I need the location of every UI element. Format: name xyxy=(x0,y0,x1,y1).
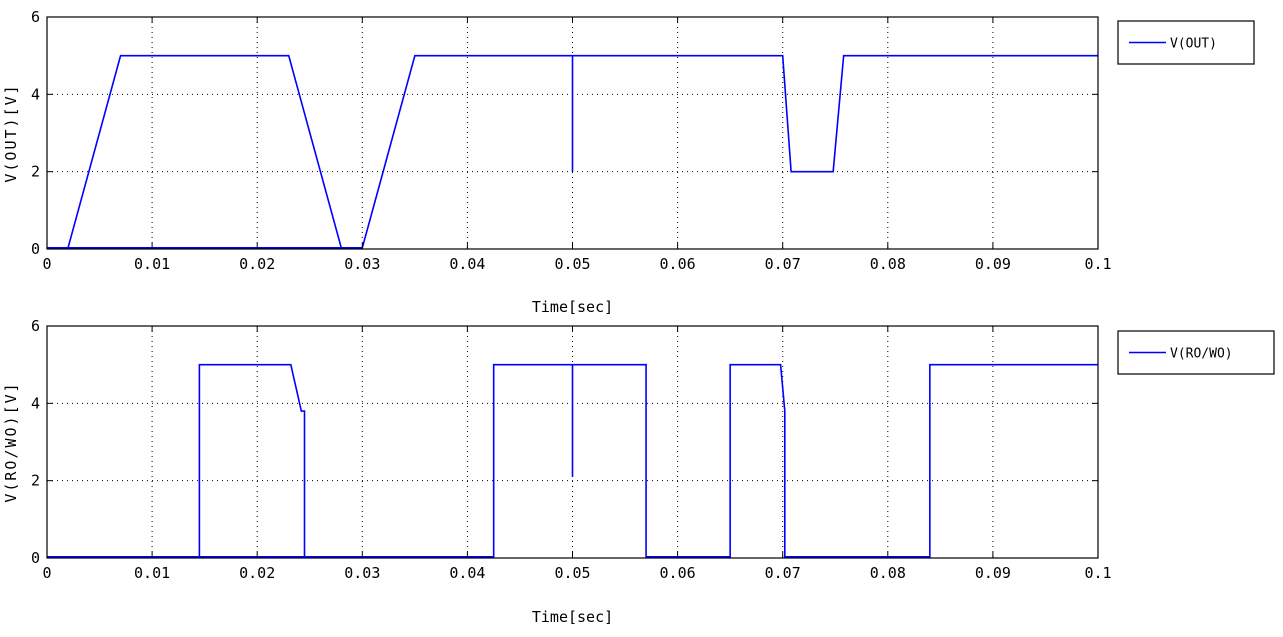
y-axis-label: V(OUT)[V] xyxy=(2,83,20,182)
x-axis-label: Time[sec] xyxy=(532,298,613,316)
x-tick-label: 0.09 xyxy=(975,255,1011,273)
x-tick-label: 0.02 xyxy=(239,255,275,273)
x-axis-label: Time[sec] xyxy=(532,608,613,626)
x-tick-label: 0.04 xyxy=(449,564,485,582)
chart-panel-2: 0 0.01 0.02 0.03 0.04 0.05 0.06 0.07 0.08 0.09 0.1… xyxy=(2,317,1275,626)
y-tick-label: 0 xyxy=(31,240,40,258)
legend: V(RO/WO) xyxy=(1117,330,1275,375)
x-tick-label: 0.07 xyxy=(765,255,801,273)
y-tick-label: 2 xyxy=(31,163,40,181)
x-tick-label: 0.07 xyxy=(765,564,801,582)
x-tick-label: 0.04 xyxy=(449,255,485,273)
x-tick-label: 0.01 xyxy=(134,564,170,582)
x-tick-label: 0.05 xyxy=(554,564,590,582)
y-tick-label: 6 xyxy=(31,317,40,335)
x-tick-label: 0.09 xyxy=(975,564,1011,582)
x-tick-label: 0.03 xyxy=(344,564,380,582)
x-tick-label: 0 xyxy=(42,255,51,273)
x-tick-label: 0.1 xyxy=(1084,255,1111,273)
legend: V(OUT) xyxy=(1117,20,1255,65)
x-tick-label: 0.01 xyxy=(134,255,170,273)
x-tick-label: 0.08 xyxy=(870,564,906,582)
x-tick-label: 0.02 xyxy=(239,564,275,582)
x-tick-label: 0.06 xyxy=(660,564,696,582)
x-tick-label: 0.05 xyxy=(554,255,590,273)
y-tick-label: 0 xyxy=(31,549,40,567)
y-tick-label: 4 xyxy=(31,85,40,103)
x-tick-label: 0.1 xyxy=(1084,564,1111,582)
series-line-1 xyxy=(47,54,1098,249)
legend-label: V(OUT) xyxy=(1170,37,1217,52)
chart-panel-1: 0 0.01 0.02 0.03 0.04 0.05 0.06 0.07 0.08 0.09 0.1… xyxy=(2,8,1255,316)
y-axis-label: V(RO/WO)[V] xyxy=(2,381,20,502)
series-line-2 xyxy=(47,363,1098,558)
y-tick-label: 2 xyxy=(31,472,40,490)
x-tick-label: 0.06 xyxy=(660,255,696,273)
y-tick-label: 4 xyxy=(31,394,40,412)
x-tick-label: 0.08 xyxy=(870,255,906,273)
x-tick-label: 0 xyxy=(42,564,51,582)
x-tick-label: 0.03 xyxy=(344,255,380,273)
y-tick-label: 6 xyxy=(31,8,40,26)
legend-label: V(RO/WO) xyxy=(1170,347,1233,362)
